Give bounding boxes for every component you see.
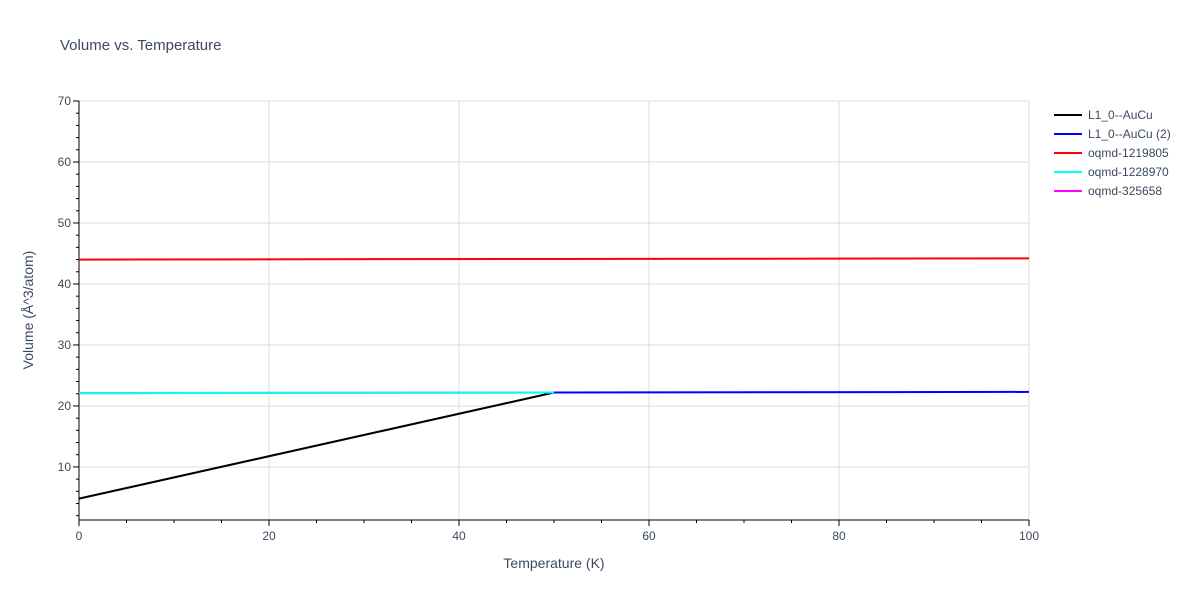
- y-tick-label: 10: [58, 460, 72, 474]
- x-tick-label: 100: [1019, 529, 1039, 543]
- x-tick-label: 60: [642, 529, 656, 543]
- y-tick-label: 70: [58, 94, 72, 108]
- legend-item[interactable]: oqmd-325658: [1054, 184, 1162, 198]
- grid-layer: [79, 100, 1030, 520]
- x-tick-label: 0: [76, 529, 83, 543]
- legend-item[interactable]: oqmd-1228970: [1054, 165, 1169, 179]
- y-tick-label: 30: [58, 338, 72, 352]
- legend-item[interactable]: L1_0--AuCu: [1054, 108, 1153, 122]
- x-tick-label: 80: [832, 529, 846, 543]
- series-line-3: [78, 391, 555, 395]
- series-line-1: [553, 390, 1030, 394]
- legend: L1_0--AuCu L1_0--AuCu (2) oqmd-1219805 oqmd…: [1054, 108, 1171, 198]
- x-tick-label: 20: [262, 529, 276, 543]
- axis-layer: 0 20 40 60 80 100 10 20 30 40 50 60 70: [58, 94, 1040, 543]
- y-tick-label: 60: [58, 155, 72, 169]
- legend-label: L1_0--AuCu: [1088, 108, 1153, 122]
- chart-title: Volume vs. Temperature: [60, 37, 221, 54]
- legend-label: oqmd-325658: [1088, 184, 1162, 198]
- y-tick-label: 40: [58, 277, 72, 291]
- y-axis-title: Volume (Å^3/atom): [20, 251, 36, 370]
- legend-item[interactable]: L1_0--AuCu (2): [1054, 127, 1171, 141]
- series-line-0: [78, 391, 555, 500]
- legend-item[interactable]: oqmd-1219805: [1054, 146, 1169, 160]
- series-layer: [78, 257, 1030, 500]
- y-tick-label: 50: [58, 216, 72, 230]
- legend-label: oqmd-1228970: [1088, 165, 1169, 179]
- legend-label: oqmd-1219805: [1088, 146, 1169, 160]
- series-line-2: [78, 257, 1030, 261]
- legend-label: L1_0--AuCu (2): [1088, 127, 1171, 141]
- y-tick-label: 20: [58, 399, 72, 413]
- x-axis-title: Temperature (K): [503, 555, 604, 571]
- x-tick-label: 40: [452, 529, 466, 543]
